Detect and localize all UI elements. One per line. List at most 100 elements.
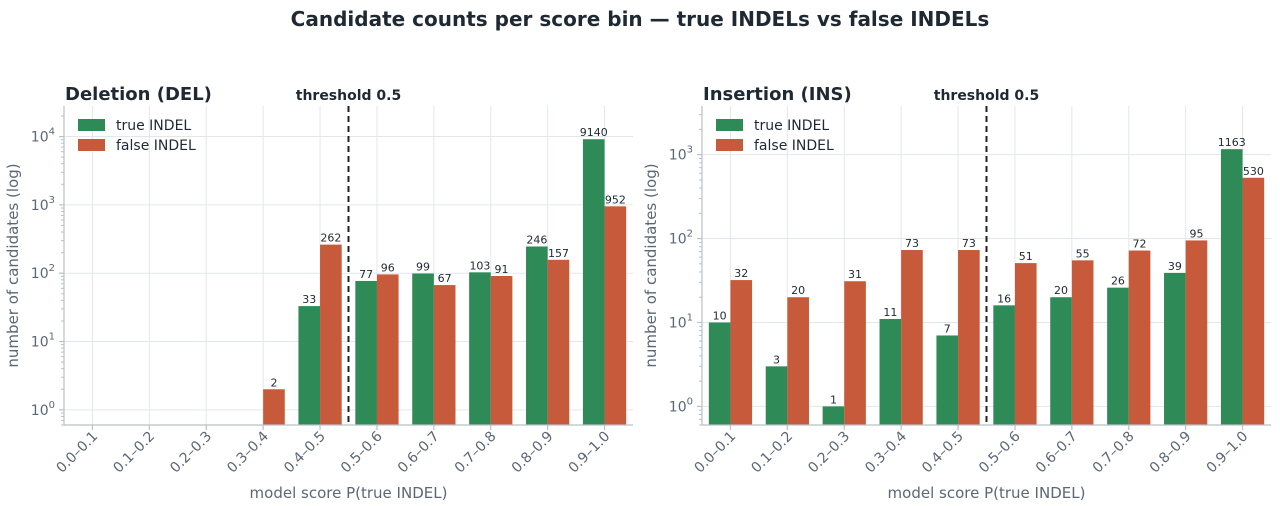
legend-swatch-false [78,139,105,151]
data-label-false-4: 262 [320,232,341,245]
x-tick-label: 0.5–0.6 [976,428,1024,476]
x-tick-label: 0.0–0.1 [54,429,102,477]
data-label-false-9: 530 [1243,165,1264,178]
data-label-true-5: 77 [359,268,373,281]
bar-true-4 [936,335,959,425]
bar-false-3 [263,389,285,425]
bar-true-1 [765,366,788,425]
y-axis-label: number of candidates (log) [642,163,660,367]
data-label-true-9: 9140 [580,126,608,139]
y-tick-label: 103 [31,195,55,214]
x-tick-label: 0.5–0.6 [338,428,386,476]
data-label-false-4: 73 [962,237,976,250]
data-label-true-1: 3 [773,353,780,366]
data-label-false-5: 51 [1019,250,1033,263]
bar-true-8 [1164,272,1186,425]
legend-swatch-true [78,119,105,131]
data-label-true-8: 39 [1168,260,1182,273]
bar-false-6 [1071,260,1094,425]
data-label-false-6: 55 [1076,247,1090,260]
bar-false-2 [844,281,866,425]
bar-false-8 [547,259,570,425]
bar-false-7 [1128,250,1151,425]
bar-false-6 [433,285,456,425]
bar-false-4 [320,244,342,425]
bar-true-8 [526,246,548,425]
x-tick-label: 0.2–0.3 [805,429,853,477]
panel-title: Insertion (INS) [703,84,852,105]
legend-label-true: true INDEL [116,118,191,134]
x-tick-label: 0.6–0.7 [1033,429,1081,477]
data-label-false-7: 72 [1133,238,1147,251]
bar-false-8 [1185,240,1208,425]
bar-true-5 [993,305,1015,425]
data-label-true-7: 103 [469,259,490,272]
bar-true-2 [822,406,845,425]
y-tick-label: 101 [669,312,693,331]
legend-label-false: false INDEL [754,138,834,154]
threshold-label: threshold 0.5 [934,88,1039,104]
x-tick-label: 0.9–1.0 [566,429,614,477]
legend: true INDEL false INDEL [716,118,834,154]
y-tick-label: 103 [669,145,693,164]
data-label-false-8: 95 [1189,227,1203,240]
y-tick-label: 100 [669,396,693,415]
data-label-false-3: 2 [270,376,277,389]
bar-false-3 [901,250,923,425]
panel-title: Deletion (DEL) [65,84,212,105]
bar-false-9 [1242,177,1265,425]
bar-true-4 [298,306,321,425]
data-label-true-6: 20 [1054,284,1068,297]
data-label-false-1: 20 [791,284,805,297]
x-tick-label: 0.8–0.9 [1147,429,1195,477]
legend-swatch-false [716,139,743,151]
bar-false-5 [1014,263,1037,425]
data-label-true-8: 246 [526,233,547,246]
legend-swatch-true [716,119,743,131]
y-tick-label: 102 [669,229,693,248]
x-tick-label: 0.6–0.7 [395,429,443,477]
bar-true-0 [708,322,731,425]
bar-false-4 [958,250,980,425]
bar-false-0 [730,280,753,425]
data-label-false-3: 73 [905,237,919,250]
data-label-false-0: 32 [734,267,748,280]
bar-false-9 [604,206,627,425]
data-label-true-6: 99 [416,260,430,273]
x-tick-label: 0.4–0.5 [281,429,329,477]
bar-false-5 [376,274,399,425]
x-tick-label: 0.1–0.2 [748,429,796,477]
data-label-true-4: 7 [944,322,951,335]
data-label-false-8: 157 [548,247,569,260]
bar-false-7 [490,275,513,425]
data-label-true-7: 26 [1111,275,1125,288]
data-label-true-9: 1163 [1218,136,1246,149]
legend: true INDEL false INDEL [78,118,196,154]
y-axis-label: number of candidates (log) [4,163,22,367]
data-label-true-0: 10 [713,309,727,322]
x-tick-label: 0.7–0.8 [452,429,500,477]
y-tick-label: 102 [31,263,55,282]
panel-deletion: 33 77 99 103 246 9140 2 262 96 67 91 157 952 100 101 10… [4,84,633,502]
threshold-label: threshold 0.5 [296,88,401,104]
x-axis-label: model score P(true INDEL) [250,484,448,502]
x-tick-label: 0.7–0.8 [1090,429,1138,477]
bar-false-1 [787,297,809,425]
legend-label-false: false INDEL [116,138,196,154]
x-tick-label: 0.3–0.4 [224,428,272,476]
x-tick-label: 0.4–0.5 [919,429,967,477]
data-label-true-5: 16 [997,292,1011,305]
x-tick-label: 0.3–0.4 [862,428,910,476]
bar-true-9 [582,139,605,425]
x-tick-label: 0.0–0.1 [692,429,740,477]
bar-true-6 [412,273,434,425]
x-tick-label: 0.8–0.9 [509,429,557,477]
data-label-false-2: 31 [848,268,862,281]
data-label-false-9: 952 [605,193,626,206]
bar-true-5 [355,280,377,425]
bar-true-7 [469,272,491,425]
legend-label-true: true INDEL [754,118,829,134]
bar-true-3 [879,318,902,425]
